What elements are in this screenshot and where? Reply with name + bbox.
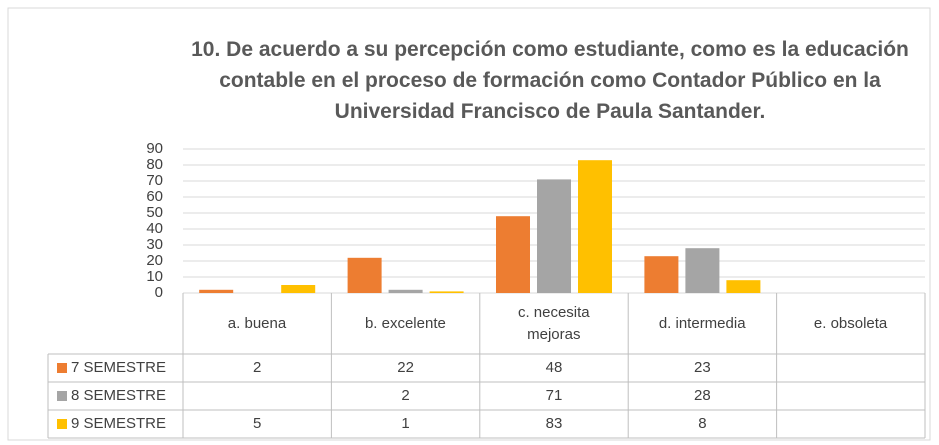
table-value: 48	[546, 359, 563, 376]
y-tick-label: 40	[146, 220, 163, 237]
bar	[281, 285, 316, 293]
legend-label: 8 SEMESTRE	[71, 387, 166, 404]
table-value: 71	[546, 387, 563, 404]
y-tick-label: 70	[146, 172, 163, 189]
x-tick-text: c. necesita mejoras	[517, 303, 590, 343]
bar	[644, 256, 679, 293]
y-tick-label: 80	[146, 156, 163, 173]
x-tick-text: a. buena	[227, 314, 287, 332]
bar	[496, 216, 530, 293]
table-value: 2	[401, 387, 409, 404]
y-tick-label: 0	[155, 284, 163, 301]
x-tick-text: d. intermedia	[658, 314, 746, 332]
table-value: 8	[698, 415, 706, 432]
y-tick-label: 30	[146, 236, 163, 253]
bar	[347, 257, 382, 293]
legend-swatch	[57, 419, 67, 429]
bar	[199, 289, 234, 293]
x-tick-label: e. obsoleta	[777, 293, 925, 354]
x-tick-label: d. intermedia	[628, 293, 776, 354]
x-tick-label: b. excelente	[331, 293, 479, 354]
bar	[388, 289, 423, 293]
chart-title: 10. De acuerdo a su percepción como estu…	[191, 38, 909, 123]
table-value: 28	[694, 387, 711, 404]
y-tick-label: 10	[146, 268, 163, 285]
bar	[726, 280, 761, 293]
table-value: 5	[253, 415, 261, 432]
legend-swatch	[57, 391, 67, 401]
x-tick-text: e. obsoleta	[813, 314, 888, 332]
x-tick-label: c. necesita mejoras	[480, 293, 628, 354]
bar	[429, 291, 464, 293]
table-value: 22	[397, 359, 414, 376]
table-value: 2	[253, 359, 261, 376]
legend-swatch	[57, 363, 67, 373]
y-tick-label: 60	[146, 188, 163, 205]
bar	[578, 160, 612, 293]
legend-label: 7 SEMESTRE	[71, 359, 166, 376]
table-value: 23	[694, 359, 711, 376]
x-tick-text: b. excelente	[364, 314, 446, 332]
y-tick-label: 20	[146, 252, 163, 269]
x-tick-label: a. buena	[183, 293, 331, 354]
y-tick-label: 50	[146, 204, 163, 221]
table-value: 1	[401, 415, 409, 432]
bar	[537, 179, 571, 293]
table-value: 83	[546, 415, 563, 432]
legend-label: 9 SEMESTRE	[71, 415, 166, 432]
y-tick-label: 90	[146, 140, 163, 157]
bar	[685, 248, 720, 293]
